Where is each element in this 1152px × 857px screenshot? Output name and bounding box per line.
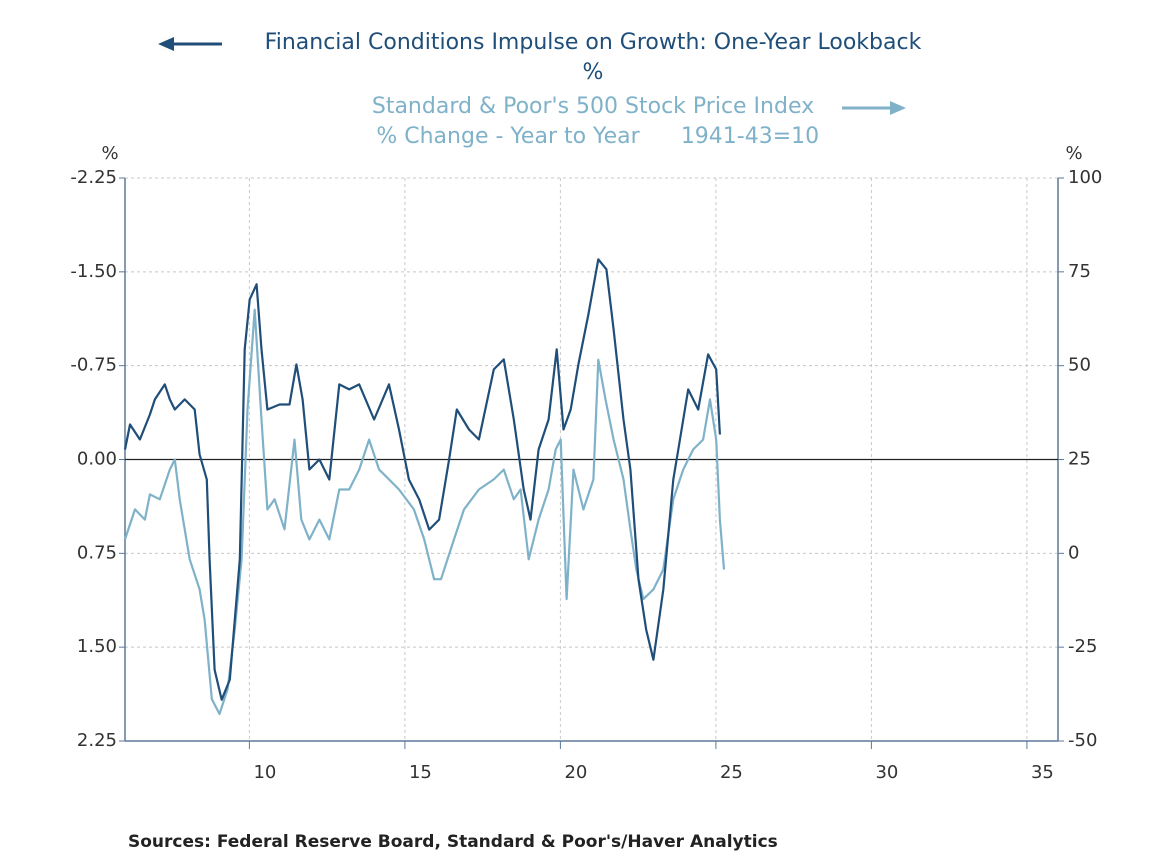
y-tick-label: 2.25 [77,730,117,751]
x-tick-label: 25 [720,762,743,783]
y2-tick-label: 0 [1068,542,1079,563]
y-tick-label: 1.50 [77,636,117,657]
series-0-title: Financial Conditions Impulse on Growth: … [265,30,922,55]
source: Sources: Federal Reserve Board, Standard… [128,832,778,852]
x-tick-label: 10 [253,762,276,783]
series-line [123,308,726,716]
right-arrow [842,101,906,115]
x-tick-label: 35 [1031,762,1054,783]
x-tick-label: 20 [564,762,587,783]
series-0-unit: % [583,60,604,85]
y2-tick-label: -50 [1068,730,1097,751]
y2-tick-label: 25 [1068,449,1091,470]
series-line [123,258,721,701]
y2-axis-unit: % [1065,143,1082,164]
x-tick-label: 30 [875,762,898,783]
series-1-units: % Change - Year to Year [376,124,640,149]
y2-tick-label: 75 [1068,261,1091,282]
y-tick-label: 0.00 [77,449,117,470]
x-tick-label: 15 [409,762,432,783]
y2-tick-label: 50 [1068,355,1091,376]
y-tick-label: -2.25 [70,167,117,188]
left-arrow [158,37,222,51]
y-axis-unit: % [101,143,118,164]
y-tick-label: -0.75 [70,355,117,376]
series-1-note: 1941-43=10 [681,124,819,149]
y-tick-label: -1.50 [70,261,117,282]
y2-tick-label: -25 [1068,636,1097,657]
y2-tick-label: 100 [1068,167,1102,188]
series-1-title: Standard & Poor's 500 Stock Price Index [372,94,814,119]
y-tick-label: 0.75 [77,542,117,563]
